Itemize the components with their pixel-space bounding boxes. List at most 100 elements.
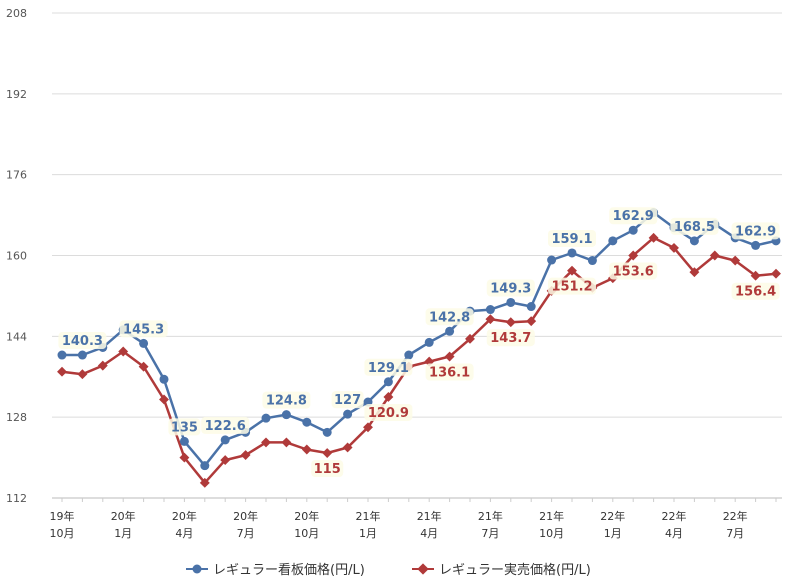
data-label-bg	[262, 391, 311, 409]
data-point-diamond	[505, 317, 516, 328]
data-point-diamond	[669, 242, 679, 253]
y-tick-label: 192	[6, 88, 27, 101]
data-point-diamond	[567, 265, 577, 276]
data-point-diamond	[444, 351, 455, 362]
data-label: 136.1	[429, 366, 470, 381]
legend-item-retail-sign-price: レギュラー看板価格(円/L)	[186, 562, 365, 578]
x-tick-label-month: 1月	[604, 527, 622, 540]
data-point-diamond	[709, 250, 720, 261]
data-point-circle	[139, 338, 149, 348]
data-point-circle	[261, 413, 271, 423]
data-point-circle	[608, 236, 618, 246]
data-point-circle	[567, 248, 577, 258]
data-point-circle	[281, 410, 291, 420]
data-point-circle	[485, 305, 495, 315]
data-point-circle	[404, 350, 414, 360]
data-point-diamond	[750, 270, 761, 281]
data-label-bg	[731, 222, 780, 240]
x-tick-label-year: 21年	[356, 509, 381, 523]
x-tick-label-month: 4月	[175, 527, 193, 540]
y-tick-label: 112	[6, 492, 27, 505]
data-label: 149.3	[490, 281, 531, 296]
data-point-diamond	[689, 267, 700, 278]
legend-marker-diamond	[417, 563, 429, 575]
grid-lines	[52, 12, 782, 499]
data-point-diamond	[628, 250, 639, 261]
y-axis: 112 128 144 160 176 192 208	[6, 7, 27, 505]
x-tick-label-year: 22年	[662, 509, 687, 523]
data-label-bg	[609, 207, 658, 225]
series-line-1	[61, 236, 777, 485]
x-tick-label-month: 10月	[539, 527, 564, 540]
data-point-circle	[200, 461, 210, 471]
data-label: 159.1	[551, 232, 592, 247]
data-label-bg	[548, 229, 596, 247]
data-label-bg	[425, 363, 474, 381]
data-label-bg	[364, 403, 413, 421]
data-label: 127	[334, 393, 361, 408]
x-tick-label-year: 21年	[478, 509, 503, 523]
data-point-circle	[57, 350, 67, 360]
data-label-bg	[609, 262, 658, 280]
data-point-diamond	[159, 394, 169, 405]
data-label: 162.9	[735, 224, 776, 239]
data-point-diamond	[465, 333, 475, 344]
data-point-diamond	[383, 392, 394, 402]
data-point-circle	[302, 417, 312, 427]
legend: レギュラー看板価格(円/L) レギュラー実売価格(円/L)	[186, 562, 591, 578]
data-point-diamond	[301, 444, 312, 455]
x-tick-label-month: 7月	[237, 527, 255, 540]
data-point-circle	[322, 427, 332, 437]
x-tick-label-year: 22年	[723, 509, 748, 523]
data-label-bg	[364, 358, 413, 376]
y-tick-label: 144	[6, 330, 27, 343]
data-label: 115	[314, 462, 341, 477]
data-label: 153.6	[613, 265, 654, 280]
data-label-bg	[548, 277, 596, 295]
data-label-bg	[311, 460, 344, 478]
data-label-bg	[670, 217, 719, 235]
data-label-bg	[486, 329, 535, 347]
data-point-circle	[689, 236, 699, 246]
data-label: 124.8	[266, 394, 307, 409]
data-point-diamond	[179, 452, 190, 463]
data-point-diamond	[730, 255, 741, 266]
x-tick-label-month: 4月	[420, 527, 438, 540]
data-label-bg	[58, 332, 107, 350]
x-tick-label-month: 7月	[481, 527, 499, 540]
data-label: 122.6	[205, 419, 246, 434]
data-label: 135	[171, 420, 198, 435]
data-point-circle	[445, 326, 455, 336]
data-label: 162.9	[613, 209, 654, 224]
data-point-circle	[506, 297, 516, 307]
data-label-bg	[119, 320, 168, 338]
x-tick-label-month: 1月	[359, 527, 377, 540]
y-tick-label: 176	[6, 169, 27, 182]
data-point-diamond	[485, 314, 496, 325]
data-point-circle	[751, 240, 761, 250]
data-point-circle	[587, 256, 597, 266]
legend-item-retail-actual-price: レギュラー実売価格(円/L)	[412, 562, 591, 578]
data-label-bg	[425, 308, 474, 326]
data-point-diamond	[77, 369, 88, 380]
data-point-circle	[526, 302, 536, 312]
data-point-circle	[383, 377, 393, 387]
data-point-circle	[179, 436, 189, 446]
data-label-bg	[331, 391, 364, 409]
x-axis: 19年 10月 20年 1月 20年 4月 20年 7月 20年 10月 21年 1月 21年 4月 21年…	[50, 497, 782, 540]
data-label-bg	[486, 279, 535, 297]
x-tick-label-year: 21年	[539, 509, 564, 523]
data-point-circle	[220, 435, 230, 445]
data-label: 151.2	[551, 280, 592, 295]
x-tick-label-year: 20年	[233, 509, 258, 523]
legend-marker-circle	[192, 564, 202, 574]
data-labels: 140.3 145.3 135 122.6 124.8 127 129.1 142.8 149.…	[58, 207, 780, 478]
data-label: 168.5	[674, 220, 715, 235]
y-tick-label: 160	[6, 250, 27, 263]
data-label-bg	[201, 416, 250, 434]
legend-label-sign-price: レギュラー看板価格(円/L)	[213, 562, 365, 578]
data-point-circle	[424, 337, 434, 347]
data-label: 145.3	[123, 322, 164, 337]
data-label: 129.1	[368, 361, 409, 376]
